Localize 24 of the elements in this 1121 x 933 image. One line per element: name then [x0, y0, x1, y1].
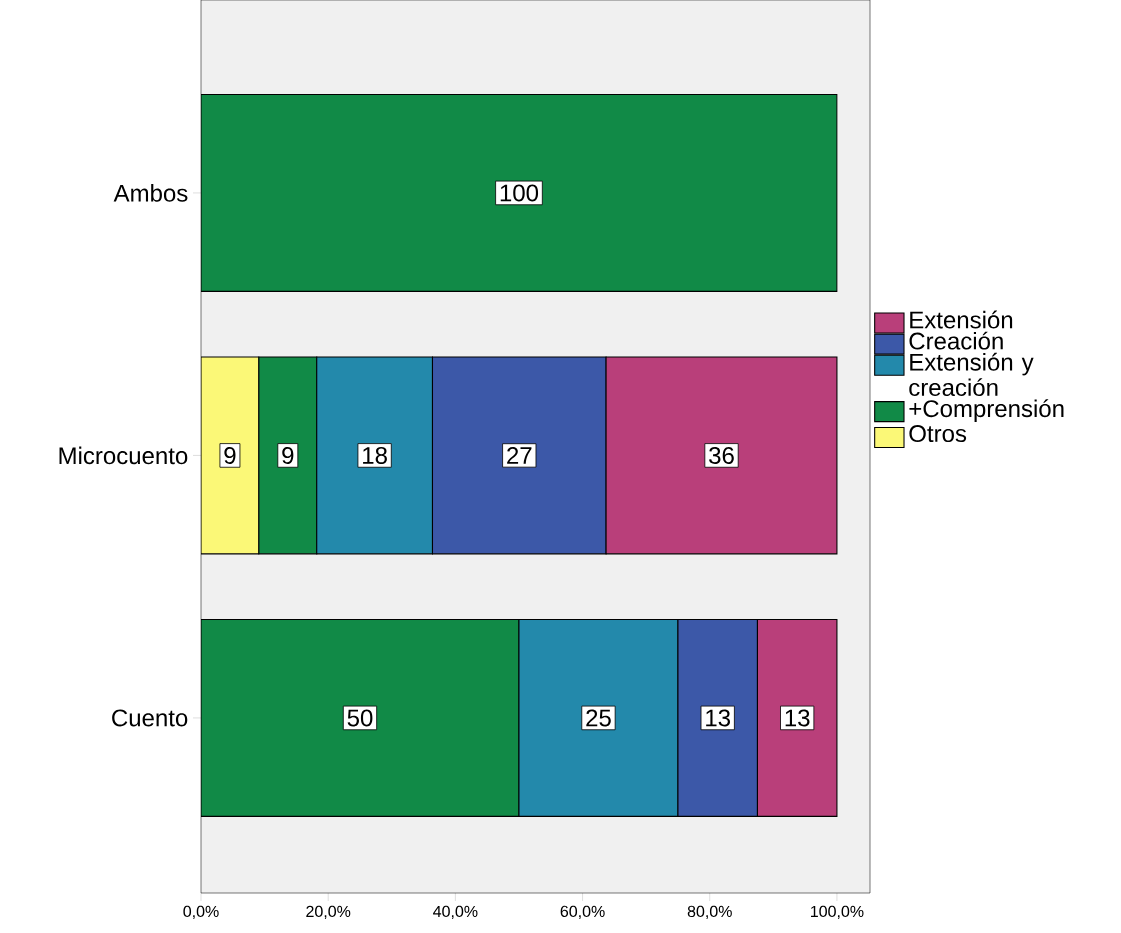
x-tick-label: 40,0%	[433, 905, 478, 919]
data-label: 18	[363, 446, 387, 464]
x-tick-label: 0,0%	[183, 905, 219, 919]
x-tick-label: 20,0%	[306, 905, 351, 919]
legend-label: +Comprensión	[909, 399, 1064, 422]
data-label: 100	[500, 184, 539, 202]
data-label: 27	[507, 447, 532, 464]
data-label: 13	[706, 709, 730, 727]
y-tick-label: Microcuento	[59, 446, 188, 465]
data-label: 36	[709, 446, 734, 464]
x-tick-label: 100,0%	[811, 905, 864, 919]
legend-label: Extensión	[910, 310, 1013, 329]
x-tick-label: 80,0%	[687, 905, 732, 919]
data-label: 9	[282, 446, 294, 464]
legend-label: Extensión y creación	[909, 352, 1034, 397]
y-tick-label: Cuento	[112, 709, 188, 727]
data-label: 50	[347, 709, 373, 727]
legend-label: Creación	[909, 331, 1003, 350]
y-tick-label: Ambos	[113, 184, 188, 202]
x-tick-label: 60,0%	[560, 905, 605, 919]
legend-label: Otros	[909, 425, 967, 443]
data-label: 25	[586, 709, 611, 727]
data-label: 9	[224, 446, 236, 464]
data-label: 13	[785, 709, 810, 727]
